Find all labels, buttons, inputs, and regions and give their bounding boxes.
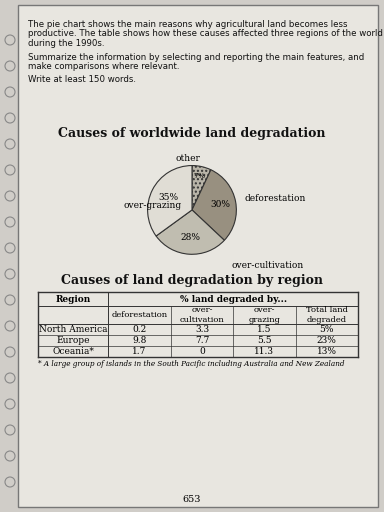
Text: over-
grazing: over- grazing <box>248 306 280 324</box>
Text: % land degraded by...: % land degraded by... <box>180 294 287 304</box>
Text: 0.2: 0.2 <box>132 325 147 334</box>
Text: 30%: 30% <box>210 200 230 209</box>
Text: Total land
degraded: Total land degraded <box>306 306 348 324</box>
Text: 7%: 7% <box>194 172 205 180</box>
Text: 5%: 5% <box>319 325 334 334</box>
Text: 0: 0 <box>199 347 205 356</box>
Text: Region: Region <box>56 294 91 304</box>
Text: 5.5: 5.5 <box>257 336 272 345</box>
Text: The pie chart shows the main reasons why agricultural land becomes less: The pie chart shows the main reasons why… <box>28 20 348 29</box>
Text: 9.8: 9.8 <box>132 336 147 345</box>
Text: 1.5: 1.5 <box>257 325 271 334</box>
Text: productive. The table shows how these causes affected three regions of the world: productive. The table shows how these ca… <box>28 30 383 38</box>
Text: over-
cultivation: over- cultivation <box>180 306 224 324</box>
Text: during the 1990s.: during the 1990s. <box>28 39 104 48</box>
Text: * A large group of islands in the South Pacific including Australia and New Zeal: * A large group of islands in the South … <box>38 360 344 368</box>
Wedge shape <box>192 165 211 210</box>
Text: over-grazing: over-grazing <box>123 201 181 210</box>
Text: 11.3: 11.3 <box>254 347 275 356</box>
Text: Summarize the information by selecting and reporting the main features, and: Summarize the information by selecting a… <box>28 53 364 61</box>
Text: Write at least 150 words.: Write at least 150 words. <box>28 75 136 84</box>
Text: 653: 653 <box>183 496 201 504</box>
Text: Causes of land degradation by region: Causes of land degradation by region <box>61 274 323 287</box>
Text: 28%: 28% <box>180 233 200 242</box>
Text: Causes of worldwide land degradation: Causes of worldwide land degradation <box>58 127 326 140</box>
Wedge shape <box>192 170 237 240</box>
Text: North America: North America <box>39 325 108 334</box>
Text: Europe: Europe <box>56 336 90 345</box>
Text: over-cultivation: over-cultivation <box>232 261 304 270</box>
Text: 1.7: 1.7 <box>132 347 147 356</box>
Text: other: other <box>175 154 200 163</box>
Wedge shape <box>156 210 224 254</box>
Text: deforestation: deforestation <box>111 311 168 319</box>
Text: 7.7: 7.7 <box>195 336 209 345</box>
Text: deforestation: deforestation <box>244 195 306 203</box>
Text: 13%: 13% <box>317 347 337 356</box>
Text: Oceania*: Oceania* <box>52 347 94 356</box>
Wedge shape <box>147 165 192 236</box>
Text: 23%: 23% <box>317 336 337 345</box>
Text: make comparisons where relevant.: make comparisons where relevant. <box>28 62 179 71</box>
Text: 3.3: 3.3 <box>195 325 209 334</box>
Text: 35%: 35% <box>158 194 178 202</box>
